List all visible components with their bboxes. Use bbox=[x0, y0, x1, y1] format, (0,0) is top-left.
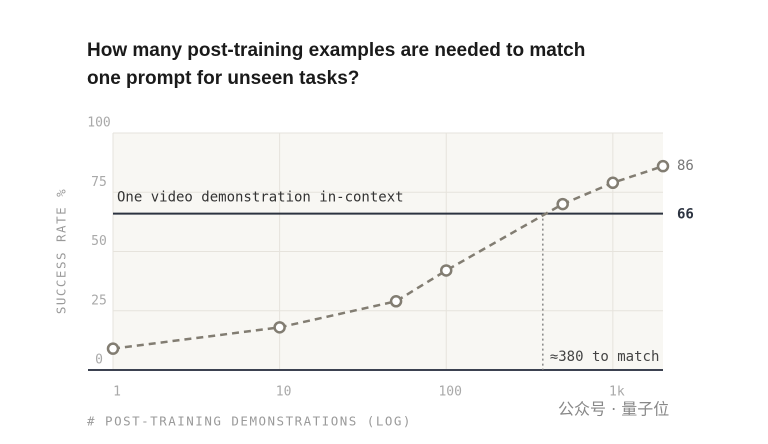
reference-text: One video demonstration in-context bbox=[117, 190, 404, 206]
y-tick-label: 50 bbox=[91, 234, 107, 249]
reference-label: 66 bbox=[677, 207, 694, 223]
y-tick-label: 0 bbox=[95, 353, 103, 368]
chart-title: one prompt for unseen tasks? bbox=[87, 68, 359, 89]
data-label: 86 bbox=[677, 158, 694, 174]
x-tick-label: 100 bbox=[438, 385, 461, 400]
data-point bbox=[273, 321, 286, 334]
data-point bbox=[556, 197, 569, 211]
data-point bbox=[389, 295, 403, 308]
x-tick-label: 10 bbox=[276, 385, 292, 400]
y-tick-label: 75 bbox=[91, 175, 107, 190]
data-point bbox=[106, 342, 120, 355]
y-tick-label: 25 bbox=[91, 293, 107, 308]
y-axis-label: SUCCESS RATE % bbox=[54, 188, 69, 314]
watermark: 公众号 · 量子位 bbox=[558, 400, 669, 419]
data-point bbox=[439, 264, 453, 277]
x-axis-label: # POST-TRAINING DEMONSTRATIONS (LOG) bbox=[87, 414, 412, 429]
data-point bbox=[656, 159, 670, 173]
y-tick-label: 100 bbox=[87, 116, 110, 131]
x-tick-label: 1k bbox=[609, 385, 625, 400]
match-text: ≈380 to match bbox=[550, 349, 660, 365]
x-tick-label: 1 bbox=[113, 385, 121, 400]
data-point bbox=[606, 176, 620, 190]
chart-title: How many post-training examples are need… bbox=[87, 40, 585, 61]
